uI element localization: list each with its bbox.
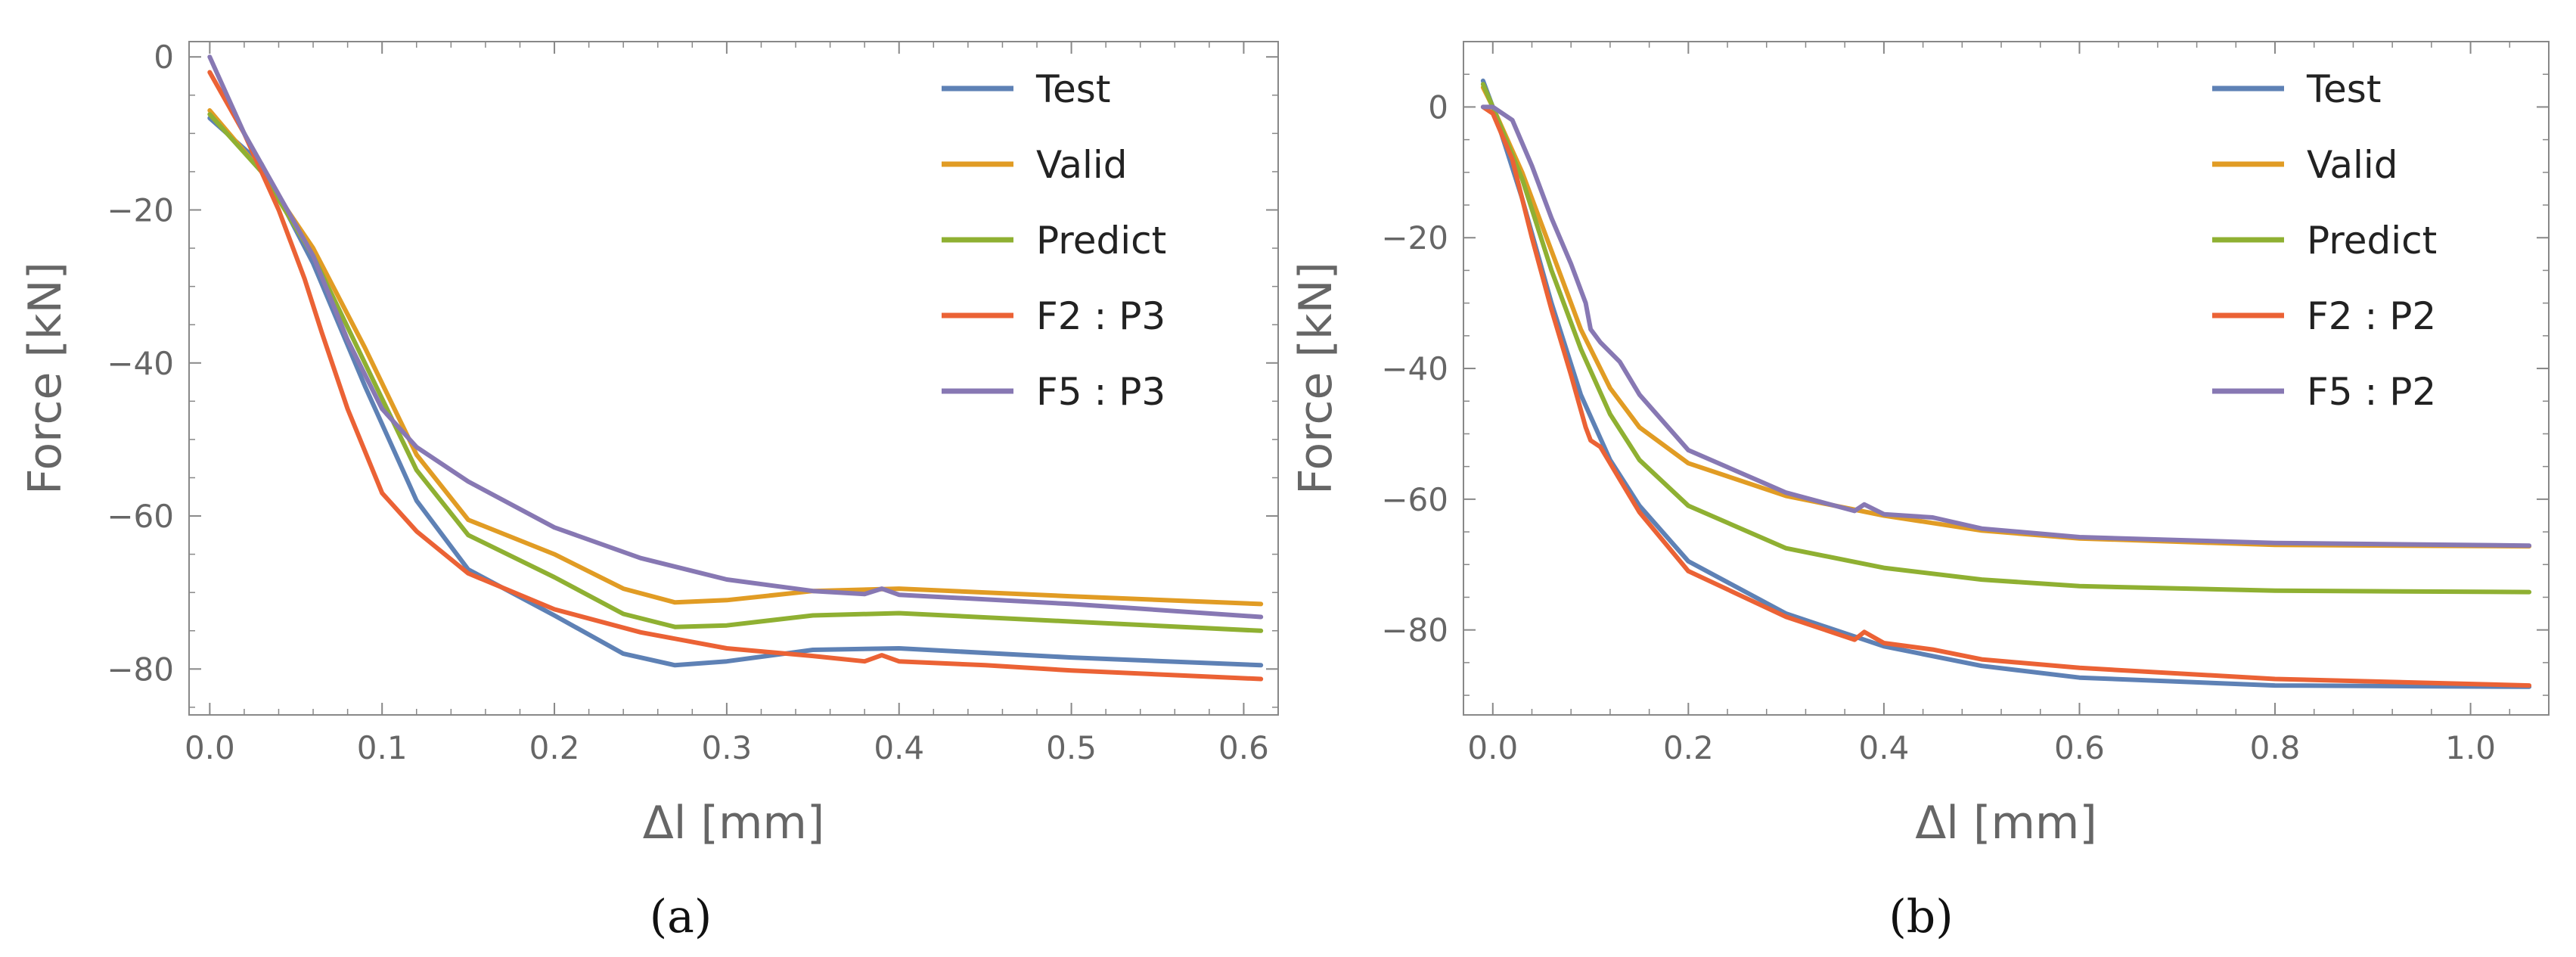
- series-line-f5: [207, 54, 1264, 620]
- y-tick-label: −40: [1381, 350, 1448, 387]
- x-tick-label: 0.0: [1467, 729, 1518, 766]
- legend-label: Test: [2306, 67, 2381, 111]
- panel-caption: (b): [1889, 890, 1953, 943]
- legend-label: F2 : P2: [2307, 294, 2436, 338]
- x-tick-label: 0.4: [874, 729, 924, 766]
- series-line-f2: [207, 70, 1264, 682]
- y-tick-label: −60: [1381, 481, 1448, 518]
- legend-label: Predict: [1036, 219, 1166, 263]
- series-line-f5: [1480, 104, 2532, 548]
- series-line-test: [207, 116, 1264, 668]
- y-tick-label: −80: [1381, 612, 1448, 649]
- x-tick-label: 0.1: [357, 729, 408, 766]
- x-tick-label: 0.2: [529, 729, 580, 766]
- x-tick-label: 1.0: [2445, 729, 2496, 766]
- chart-panel-a: 0.0 0.1 0.2 0.3 0.4 0.5 0.6 0 −20 −40 −60 −80 Test Va…: [19, 39, 1279, 943]
- y-axis-title: Force [kN]: [19, 262, 72, 495]
- legend-label: Test: [1035, 67, 1110, 111]
- legend-label: F5 : P2: [2307, 370, 2436, 414]
- y-tick-label: −80: [107, 651, 174, 688]
- legend-label: Valid: [1036, 143, 1127, 187]
- legend-label: Predict: [2307, 219, 2437, 263]
- y-tick-label: 0: [1428, 89, 1448, 126]
- x-tick-label: 0.2: [1663, 729, 1714, 766]
- x-tick-label: 0.6: [1218, 729, 1269, 766]
- plot-frame: [188, 41, 1279, 716]
- x-tick-label: 0.3: [701, 729, 752, 766]
- x-axis-title: Δl [mm]: [643, 797, 825, 850]
- x-tick-label: 0.8: [2250, 729, 2301, 766]
- y-tick-label: −20: [107, 192, 174, 229]
- panel-caption: (a): [650, 890, 712, 943]
- legend-label: Valid: [2307, 143, 2398, 187]
- y-tick-label: −40: [107, 345, 174, 382]
- x-axis-title: Δl [mm]: [1915, 797, 2097, 850]
- x-tick-label: 0.0: [185, 729, 235, 766]
- chart-panel-b: 0.0 0.2 0.4 0.6 0.8 1.0 0 −20 −40 −60 −80 Test Valid…: [1290, 41, 2550, 943]
- x-tick-label: 0.6: [2054, 729, 2105, 766]
- y-axis-title: Force [kN]: [1290, 262, 1342, 495]
- series-line-f2: [1480, 104, 2532, 688]
- x-tick-label: 0.4: [1859, 729, 1910, 766]
- series-line-predict: [1480, 82, 2532, 595]
- plot-frame: [1463, 41, 2550, 716]
- legend-label: F5 : P3: [1036, 370, 1165, 414]
- x-tick-label: 0.5: [1046, 729, 1097, 766]
- y-tick-label: −60: [107, 498, 174, 535]
- legend-label: F2 : P3: [1036, 294, 1165, 338]
- y-tick-label: 0: [154, 39, 174, 76]
- y-tick-label: −20: [1381, 219, 1448, 256]
